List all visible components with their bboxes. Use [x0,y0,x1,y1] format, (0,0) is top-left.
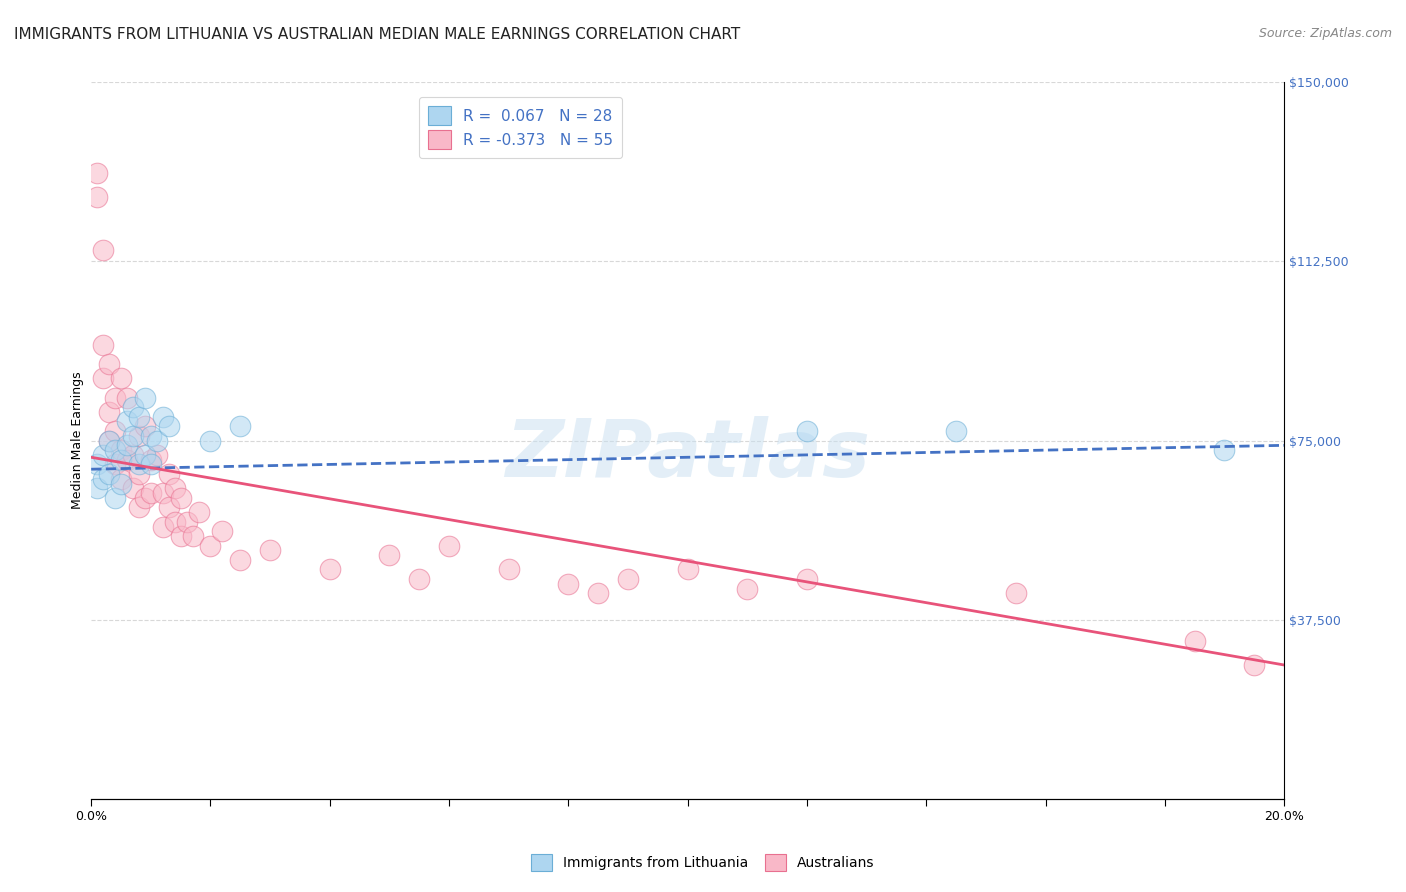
Point [115,452,138,467]
Point [128,409,150,424]
Point [1004,586,1026,600]
Point [91,448,114,462]
Point [122,481,145,495]
Point [110,443,132,458]
Point [176,515,198,529]
Point [181,529,204,543]
Point [259,543,281,558]
Point [134,491,156,505]
Point [86,481,108,495]
Point [139,458,162,472]
Point [122,429,145,443]
Point [128,429,150,443]
Point [110,472,132,486]
Point [211,524,233,539]
Point [86,166,108,180]
Point [110,452,132,467]
Point [586,586,609,600]
Point [122,448,145,462]
Point [157,500,180,515]
Legend: R =  0.067   N = 28, R = -0.373   N = 55: R = 0.067 N = 28, R = -0.373 N = 55 [419,97,623,158]
Point [676,562,699,576]
Point [378,548,401,562]
Point [945,424,967,438]
Point [437,539,460,553]
Point [134,419,156,434]
Point [1184,634,1206,648]
Point [115,438,138,452]
Point [91,371,114,385]
Point [98,434,121,448]
Text: Source: ZipAtlas.com: Source: ZipAtlas.com [1258,27,1392,40]
Point [200,434,222,448]
Point [152,519,174,533]
Point [128,500,150,515]
Point [104,491,127,505]
Point [1243,657,1265,672]
Text: ZIPatlas: ZIPatlas [505,416,870,494]
Point [152,486,174,500]
Point [152,409,174,424]
Point [796,572,818,586]
Point [134,448,156,462]
Point [157,419,180,434]
Point [115,414,138,428]
Point [91,243,114,257]
Point [98,405,121,419]
Point [229,419,252,434]
Point [110,371,132,385]
Point [408,572,430,586]
Point [139,429,162,443]
Point [163,515,186,529]
Point [200,539,222,553]
Point [617,572,640,586]
Point [110,476,132,491]
Point [122,400,145,414]
Point [98,434,121,448]
Point [498,562,520,576]
Point [91,472,114,486]
Point [128,467,150,481]
Point [146,448,169,462]
Point [139,452,162,467]
Y-axis label: Median Male Earnings: Median Male Earnings [72,372,84,509]
Point [104,391,127,405]
Point [169,529,191,543]
Point [128,458,150,472]
Point [86,458,108,472]
Point [104,443,127,458]
Point [115,391,138,405]
Point [134,391,156,405]
Legend: Immigrants from Lithuania, Australians: Immigrants from Lithuania, Australians [526,848,880,876]
Point [796,424,818,438]
Point [1213,443,1236,458]
Point [139,486,162,500]
Point [163,481,186,495]
Point [104,424,127,438]
Point [104,458,127,472]
Text: IMMIGRANTS FROM LITHUANIA VS AUSTRALIAN MEDIAN MALE EARNINGS CORRELATION CHART: IMMIGRANTS FROM LITHUANIA VS AUSTRALIAN … [14,27,741,42]
Point [98,357,121,371]
Point [91,338,114,352]
Point [98,467,121,481]
Point [146,434,169,448]
Point [169,491,191,505]
Point [735,582,758,596]
Point [157,467,180,481]
Point [557,576,579,591]
Point [229,553,252,567]
Point [187,505,209,519]
Point [86,190,108,204]
Point [319,562,342,576]
